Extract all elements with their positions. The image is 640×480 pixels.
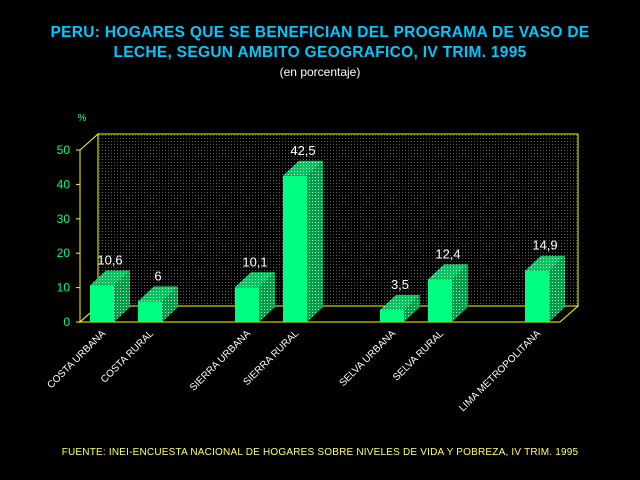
bar-value-label: 6 [154, 268, 161, 283]
back-wall [97, 133, 579, 307]
source-note: FUENTE: INEI-ENCUESTA NACIONAL DE HOGARE… [61, 447, 579, 458]
bar-top [428, 264, 468, 280]
chart-subtitle: (en porcentaje) [279, 65, 361, 79]
bar-front [525, 270, 549, 322]
bar-value-label: 42,5 [290, 143, 315, 158]
y-tick-label: 20 [57, 246, 71, 260]
bar-side [259, 272, 275, 322]
bar-side [162, 286, 178, 322]
category-label: SELVA URBANA [338, 328, 399, 389]
bar-value-label: 12,4 [435, 246, 460, 261]
y-axis-label: % [78, 113, 87, 124]
bar-top [235, 272, 275, 288]
bar-side [404, 294, 420, 322]
bar-top [283, 160, 323, 176]
y-tick-label: 0 [63, 315, 70, 329]
chart-title-line1: PERU: HOGARES QUE SE BENEFICIAN DEL PROG… [50, 24, 590, 41]
y-axis: 0 10 20 30 40 50% [57, 113, 87, 329]
y-tick-label: 30 [57, 212, 71, 226]
category-label: COSTA URBANA [45, 328, 108, 391]
bar-front [138, 301, 162, 322]
bar [235, 272, 275, 322]
bar-front [90, 285, 114, 322]
bar-front [380, 309, 404, 322]
bar-front [283, 175, 307, 322]
category-label: SELVA RURAL [391, 328, 446, 383]
category-label: LIMA METROPOLITANA [457, 328, 543, 414]
bar-top [525, 255, 565, 271]
bar-side [549, 255, 565, 322]
bar-value-label: 14,9 [532, 238, 557, 253]
bar-top [90, 270, 130, 286]
bar [525, 255, 565, 322]
bar-side [452, 264, 468, 322]
bar-side [114, 270, 130, 322]
bar-top [380, 294, 420, 310]
bars: 10,6 6 10,1 42,5 3,5 12,4 14,9 [90, 143, 565, 322]
bar [428, 264, 468, 322]
bar-front [428, 279, 452, 322]
chart-title-line2: LECHE, SEGUN AMBITO GEOGRAFICO, IV TRIM.… [113, 44, 527, 61]
y-tick-label: 50 [57, 143, 71, 157]
bar [283, 160, 323, 322]
bar [138, 286, 178, 322]
bar-value-label: 10,1 [242, 254, 267, 269]
bar [380, 294, 420, 322]
bar-value-label: 10,6 [97, 253, 122, 268]
y-tick-label: 40 [57, 177, 71, 191]
bar-chart: 0 10 20 30 40 50% 10,6 6 10,1 42,5 3,5 12,4 14,9 CO… [45, 113, 580, 414]
bar-side [307, 160, 323, 322]
bar-top [138, 286, 178, 302]
category-label: SIERRA URBANA [188, 328, 253, 393]
bar [90, 270, 130, 322]
bar-value-label: 3,5 [391, 277, 409, 292]
bar-front [235, 287, 259, 322]
y-tick-label: 10 [57, 281, 71, 295]
